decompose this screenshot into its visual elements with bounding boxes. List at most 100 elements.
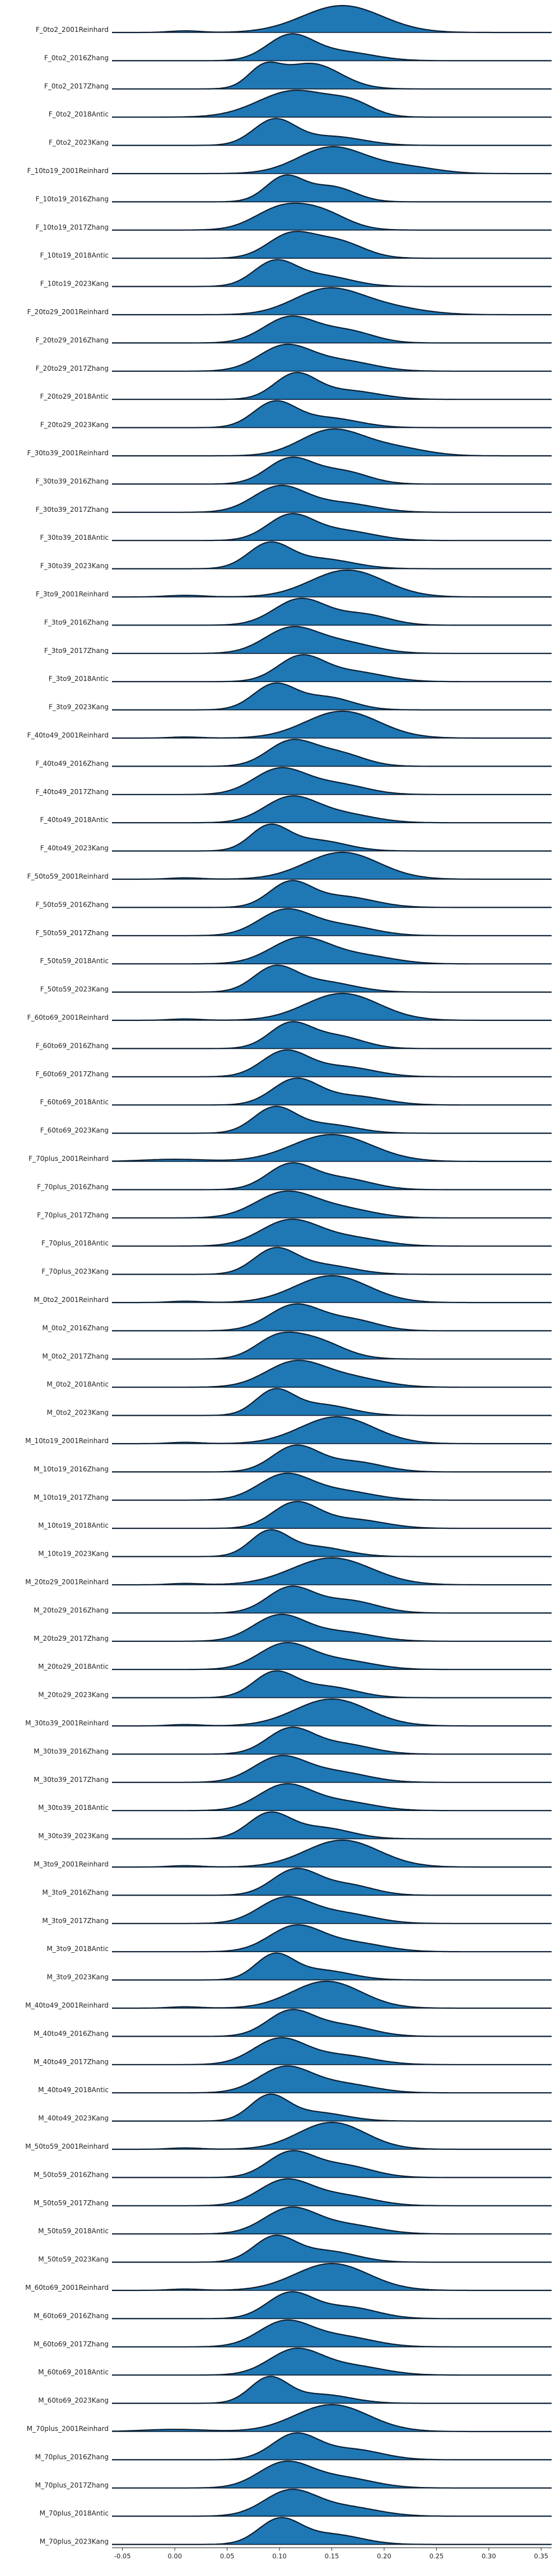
ridge-row: M_3to9_2001Reinhard <box>34 1839 552 1868</box>
ridge-density-area <box>112 147 552 174</box>
ridge-density-area <box>112 542 552 569</box>
ridge-row-label: F_70plus_2016Zhang <box>37 1183 109 1191</box>
ridge-row: F_40to49_2001Reinhard <box>27 710 552 739</box>
ridge-density-area <box>112 2461 552 2488</box>
ridge-density-area <box>112 2066 552 2093</box>
ridge-row-label: M_70plus_2018Antic <box>40 2509 109 2517</box>
ridge-density-area <box>112 231 552 259</box>
ridge-row-label: M_30to39_2023Kang <box>38 1832 109 1840</box>
x-tick-label: -0.05 <box>114 2552 131 2560</box>
ridge-density-area <box>112 2405 552 2432</box>
ridge-density-area <box>112 457 552 484</box>
ridge-row: M_3to9_2023Kang <box>47 1952 552 1981</box>
ridge-row-label: F_70plus_2017Zhang <box>37 1211 109 1219</box>
ridge-row: F_0to2_2018Antic <box>49 90 552 118</box>
ridge-density-area <box>112 2292 552 2319</box>
ridge-row: F_10to19_2016Zhang <box>36 174 552 203</box>
ridge-row: F_40to49_2018Antic <box>40 795 552 824</box>
ridge-row: M_60to69_2018Antic <box>38 2348 552 2376</box>
ridge-density-area <box>112 1191 552 1218</box>
x-tick-label: 0.10 <box>272 2552 287 2560</box>
ridge-row: F_50to59_2016Zhang <box>36 880 552 908</box>
ridge-row-label: M_10to19_2001Reinhard <box>25 1437 109 1445</box>
ridge-row: M_70plus_2018Antic <box>40 2489 552 2517</box>
ridge-row-label: F_40to49_2001Reinhard <box>27 731 109 739</box>
ridge-row: F_60to69_2017Zhang <box>36 1049 552 1078</box>
ridge-row: M_70plus_2017Zhang <box>35 2460 552 2489</box>
ridge-row-label: M_70plus_2016Zhang <box>35 2453 109 2461</box>
ridge-density-area <box>112 598 552 626</box>
ridge-row-label: F_10to19_2016Zhang <box>36 195 109 203</box>
ridge-row: M_3to9_2016Zhang <box>42 1868 552 1896</box>
ridge-row: M_60to69_2016Zhang <box>34 2291 552 2320</box>
ridge-row-label: F_50to59_2018Antic <box>40 957 109 965</box>
x-tick-label: 0.00 <box>167 2552 182 2560</box>
ridge-row: F_60to69_2016Zhang <box>36 1021 552 1049</box>
ridge-row: F_20to29_2016Zhang <box>36 315 552 344</box>
ridge-row-label: M_70plus_2023Kang <box>40 2538 109 2546</box>
ridge-row-label: M_3to9_2023Kang <box>47 1973 109 1981</box>
ridge-row-label: F_60to69_2018Antic <box>40 1098 109 1106</box>
ridge-row-label: F_10to19_2023Kang <box>40 280 109 288</box>
ridge-row: F_60to69_2001Reinhard <box>27 992 552 1021</box>
ridge-density-area <box>112 203 552 230</box>
ridge-density-area <box>112 937 552 964</box>
ridge-row: M_50to59_2018Antic <box>38 2206 552 2235</box>
ridge-row-label: F_30to39_2023Kang <box>40 562 109 570</box>
ridge-row-label: F_0to2_2001Reinhard <box>36 26 109 34</box>
ridge-row: M_10to19_2016Zhang <box>34 1444 552 1473</box>
ridge-density-area <box>112 1614 552 1641</box>
ridge-row-label: M_10to19_2016Zhang <box>34 1465 109 1473</box>
ridge-density-area <box>112 1642 552 1670</box>
ridge-row: M_10to19_2018Antic <box>38 1501 552 1529</box>
ridge-row-label: F_10to19_2001Reinhard <box>27 167 109 175</box>
x-axis: -0.05 0.00 0.05 0.10 0.15 0.20 0.25 0.30 0.35 <box>112 2547 552 2560</box>
ridge-row: M_40to49_2023Kang <box>38 2093 552 2122</box>
x-tick-label: 0.20 <box>377 2552 391 2560</box>
ridge-row-label: M_20to29_2018Antic <box>38 1663 109 1670</box>
ridge-row-label: M_3to9_2018Antic <box>46 1945 109 1953</box>
ridge-row: M_70plus_2001Reinhard <box>27 2404 552 2433</box>
ridge-density-area <box>112 1304 552 1331</box>
ridge-row-label: F_40to49_2018Antic <box>40 816 109 824</box>
ridge-row: M_30to39_2017Zhang <box>34 1754 552 1784</box>
ridge-row-label: M_20to29_2023Kang <box>38 1691 109 1699</box>
ridge-row-label: M_0to2_2023Kang <box>47 1409 109 1417</box>
ridge-density-area <box>112 1106 552 1133</box>
ridge-density-area <box>112 2178 552 2206</box>
ridge-density-area <box>112 1812 552 1839</box>
ridge-row-label: F_60to69_2023Kang <box>40 1127 109 1135</box>
ridge-row-label: M_50to59_2023Kang <box>38 2256 109 2264</box>
ridge-density-area <box>112 1247 552 1275</box>
x-tick-label: 0.05 <box>220 2552 235 2560</box>
ridge-row-label: M_40to49_2016Zhang <box>34 2029 109 2037</box>
ridge-density-area <box>112 2094 552 2121</box>
ridge-row-label: M_10to19_2017Zhang <box>34 1494 109 1501</box>
ridge-row: M_0to2_2016Zhang <box>42 1303 552 1332</box>
ridge-row: M_60to69_2017Zhang <box>34 2319 552 2348</box>
ridge-row-label: F_3to9_2016Zhang <box>44 618 109 626</box>
ridge-row: M_50to59_2017Zhang <box>34 2178 552 2207</box>
ridge-density-area <box>112 655 552 682</box>
ridge-density-area <box>112 372 552 400</box>
ridge-density-area <box>112 683 552 710</box>
ridge-density-area <box>112 175 552 202</box>
ridge-density-area <box>112 1925 552 1952</box>
ridge-row-label: F_50to59_2016Zhang <box>36 900 109 908</box>
ridge-density-area <box>112 429 552 456</box>
ridge-density-area <box>112 1981 552 2008</box>
ridge-row-label: M_0to2_2016Zhang <box>42 1324 109 1332</box>
ridge-row-label: F_3to9_2001Reinhard <box>36 590 109 598</box>
ridge-row-label: F_60to69_2016Zhang <box>36 1042 109 1049</box>
ridge-row-label: M_30to39_2017Zhang <box>34 1776 109 1784</box>
ridge-density-area <box>112 288 552 315</box>
ridge-row-label: M_50to59_2001Reinhard <box>25 2143 109 2150</box>
ridge-row: M_30to39_2018Antic <box>38 1783 552 1812</box>
ridge-density-area <box>112 1953 552 1980</box>
ridge-row: M_70plus_2016Zhang <box>35 2432 552 2461</box>
ridge-row-label: F_50to59_2001Reinhard <box>27 872 109 880</box>
ridge-row: M_0to2_2023Kang <box>47 1388 552 1417</box>
ridge-density-area <box>112 2150 552 2178</box>
ridge-row: M_30to39_2001Reinhard <box>25 1698 552 1727</box>
